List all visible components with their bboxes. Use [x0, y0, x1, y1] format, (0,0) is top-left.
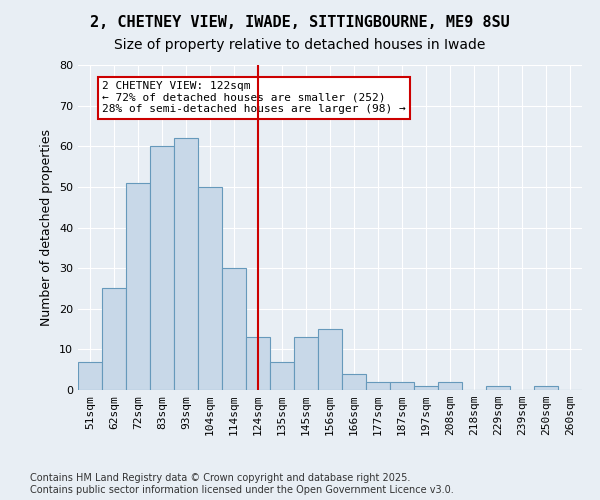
Text: Contains HM Land Registry data © Crown copyright and database right 2025.
Contai: Contains HM Land Registry data © Crown c… [30, 474, 454, 495]
Bar [270, 362, 294, 390]
Bar [78, 362, 102, 390]
Bar [342, 374, 366, 390]
Bar [486, 386, 510, 390]
Bar [366, 382, 390, 390]
Bar [414, 386, 438, 390]
Bar [246, 337, 270, 390]
Text: 2 CHETNEY VIEW: 122sqm
← 72% of detached houses are smaller (252)
28% of semi-de: 2 CHETNEY VIEW: 122sqm ← 72% of detached… [102, 81, 406, 114]
Bar [534, 386, 558, 390]
Bar [294, 337, 318, 390]
Bar [390, 382, 414, 390]
Bar [102, 288, 126, 390]
Bar [174, 138, 198, 390]
Bar [126, 183, 150, 390]
Y-axis label: Number of detached properties: Number of detached properties [40, 129, 53, 326]
Text: 2, CHETNEY VIEW, IWADE, SITTINGBOURNE, ME9 8SU: 2, CHETNEY VIEW, IWADE, SITTINGBOURNE, M… [90, 15, 510, 30]
Text: Size of property relative to detached houses in Iwade: Size of property relative to detached ho… [115, 38, 485, 52]
Bar [222, 268, 246, 390]
Bar [438, 382, 462, 390]
Bar [150, 146, 174, 390]
Bar [318, 329, 342, 390]
Bar [198, 187, 222, 390]
